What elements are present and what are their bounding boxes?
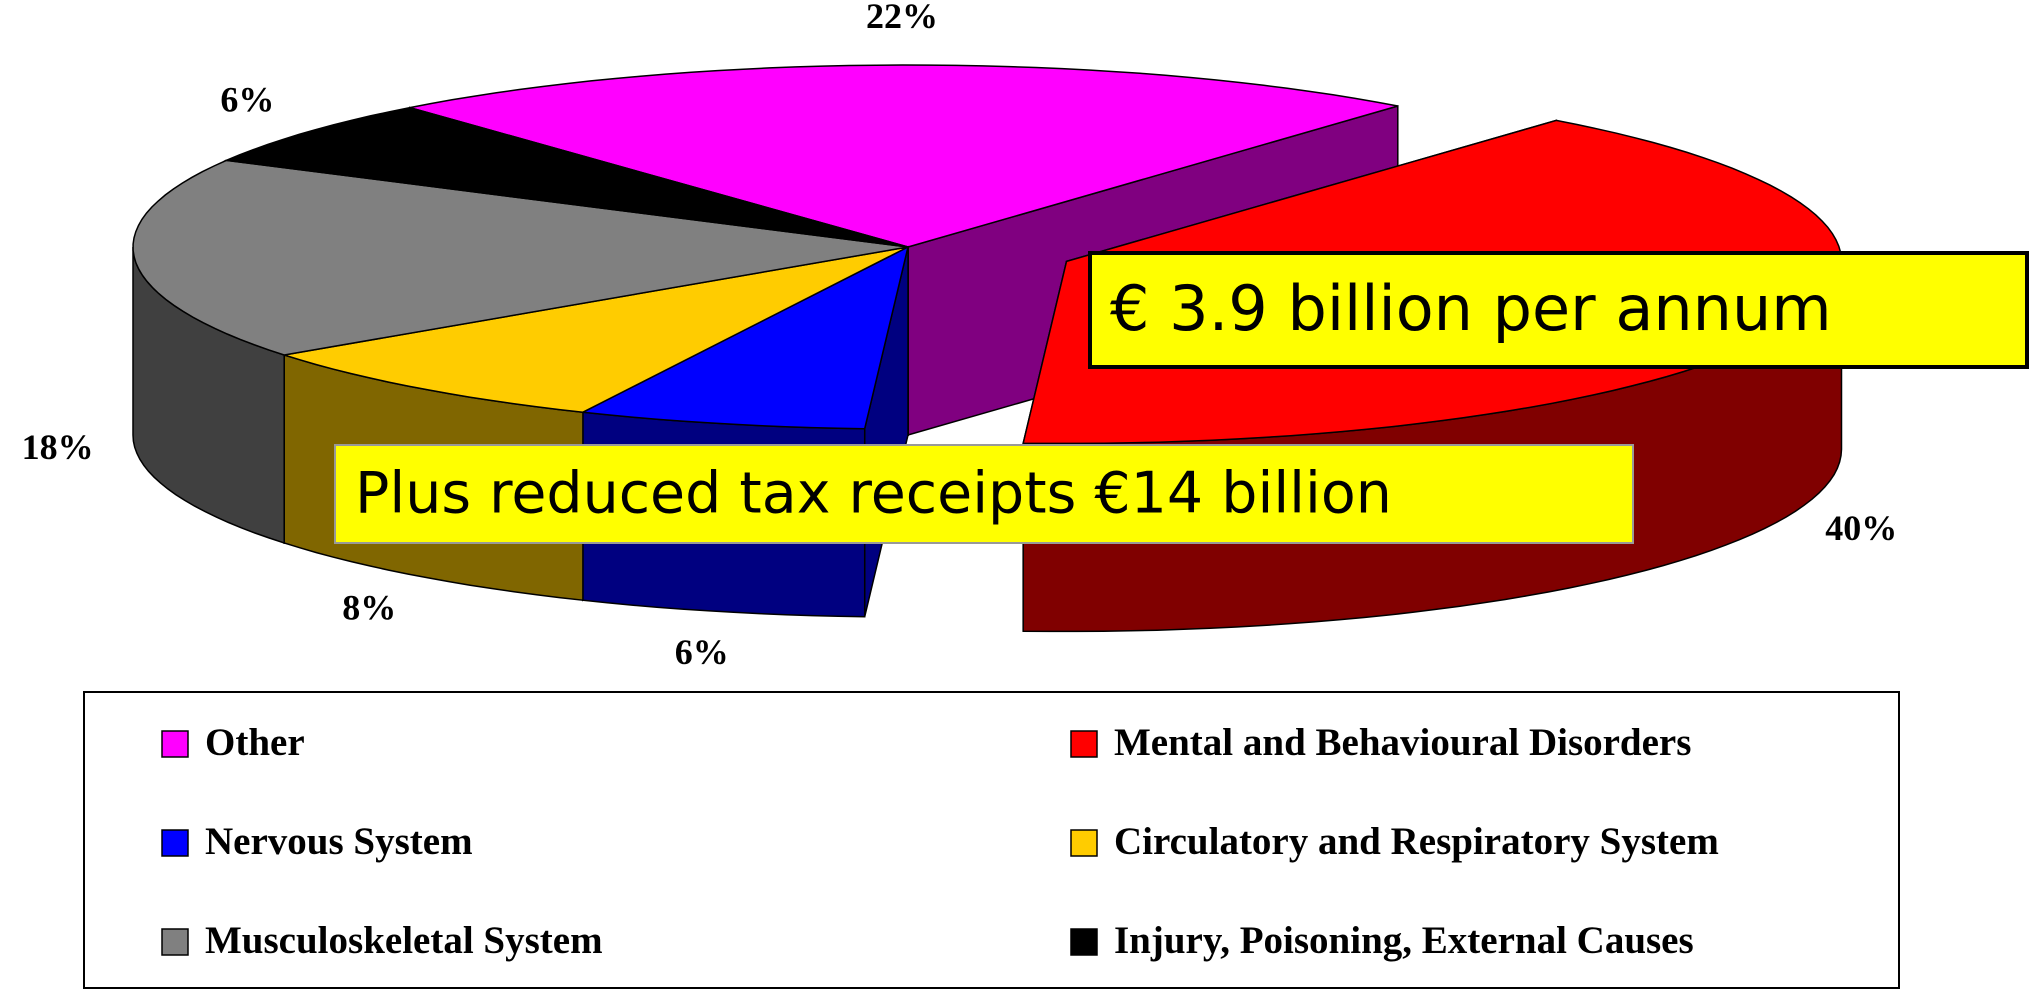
annotation: € 3.9 billion per annum (1110, 272, 1832, 345)
legend-label: Other (205, 721, 305, 764)
data-label: 22% (866, 0, 938, 36)
annotation-box (334, 444, 1634, 544)
data-label: 8% (342, 588, 396, 628)
legend-label: Mental and Behavioural Disorders (1114, 721, 1691, 764)
legend-swatch (1070, 730, 1098, 758)
legend-swatch (1070, 829, 1098, 857)
legend-label: Circulatory and Respiratory System (1114, 820, 1719, 863)
legend-label: Nervous System (205, 820, 473, 863)
annotation: Plus reduced tax receipts €14 billion (355, 461, 1392, 527)
legend-swatch (161, 928, 189, 956)
annotation-box (1088, 251, 2029, 369)
data-label: 6% (675, 632, 729, 672)
legend-swatch (1070, 928, 1098, 956)
slice (580, 245, 910, 430)
slice (223, 106, 909, 248)
data-label: 6% (220, 79, 274, 119)
slice (283, 246, 909, 413)
data-label: 18% (22, 427, 94, 467)
slice (132, 159, 909, 356)
legend-box (83, 691, 1900, 989)
data-label: 40% (1825, 508, 1897, 548)
slice (409, 64, 1399, 248)
legend-swatch (161, 730, 189, 758)
legend-swatch (161, 829, 189, 857)
legend-label: Injury, Poisoning, External Causes (1114, 919, 1694, 962)
legend-label: Musculoskeletal System (205, 919, 603, 962)
pie-labels: 22% 40% 6% 8% 18% 6% (22, 0, 1898, 672)
legend: Other Mental and Behavioural Disorders Ner… (161, 721, 1719, 962)
